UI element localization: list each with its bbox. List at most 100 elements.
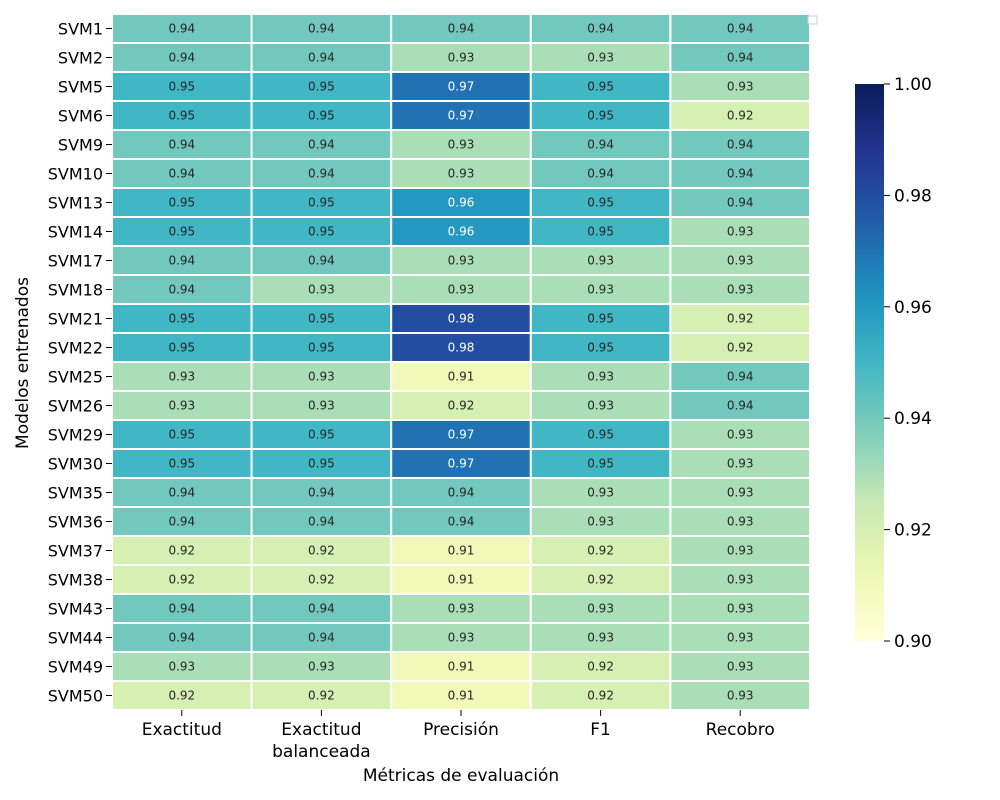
cell-value-label: 0.95 <box>168 80 195 94</box>
cell-value-label: 0.93 <box>727 689 754 703</box>
cell-value-label: 0.95 <box>168 312 195 326</box>
colorbar-tick-label: 0.96 <box>894 298 932 318</box>
cell-value-label: 0.98 <box>448 341 475 355</box>
row-tick-label: SVM9 <box>58 136 103 155</box>
cell-value-label: 0.91 <box>448 689 475 703</box>
cell-value-label: 0.93 <box>727 428 754 442</box>
cell-value-label: 0.94 <box>308 631 335 645</box>
cell-value-label: 0.93 <box>727 602 754 616</box>
heatmap-cell <box>250 477 393 508</box>
cell-value-label: 0.92 <box>168 573 195 587</box>
heatmap-cell <box>390 506 532 537</box>
row-tick-label: SVM49 <box>48 658 103 677</box>
heatmap-cell <box>669 506 812 537</box>
heatmap-cell <box>529 332 672 363</box>
cell-value-label: 0.95 <box>587 225 614 239</box>
cell-value-label: 0.97 <box>448 457 475 471</box>
cell-value-label: 0.93 <box>587 486 614 500</box>
heatmap-cell <box>250 564 393 595</box>
cell-value-label: 0.95 <box>308 312 335 326</box>
cell-value-label: 0.95 <box>587 109 614 123</box>
cell-value-label: 0.93 <box>448 283 475 297</box>
cell-value-label: 0.91 <box>448 544 475 558</box>
cell-value-label: 0.92 <box>308 689 335 703</box>
cell-value-label: 0.94 <box>587 22 614 36</box>
colorbar-tick-label: 0.94 <box>894 409 932 429</box>
cell-value-label: 0.94 <box>448 22 475 36</box>
cell-value-label: 0.97 <box>448 109 475 123</box>
cell-value-label: 0.95 <box>168 341 195 355</box>
cell-value-label: 0.91 <box>448 660 475 674</box>
heatmap-cell <box>529 448 672 479</box>
cell-value-label: 0.94 <box>168 22 195 36</box>
cell-value-label: 0.95 <box>308 196 335 210</box>
cell-value-label: 0.93 <box>587 370 614 384</box>
cell-value-label: 0.93 <box>308 370 335 384</box>
cell-value-label: 0.94 <box>168 515 195 529</box>
cell-value-label: 0.95 <box>308 225 335 239</box>
cell-value-label: 0.94 <box>587 138 614 152</box>
cell-value-label: 0.94 <box>168 283 195 297</box>
cell-value-label: 0.94 <box>308 254 335 268</box>
cell-value-label: 0.92 <box>308 544 335 558</box>
row-tick-label: SVM14 <box>48 223 103 242</box>
cell-value-label: 0.95 <box>587 80 614 94</box>
cell-value-label: 0.95 <box>587 312 614 326</box>
heatmap-cell <box>111 187 253 218</box>
cell-value-label: 0.93 <box>448 51 475 65</box>
row-tick-label: SVM29 <box>48 426 103 445</box>
heatmap-cell <box>669 42 812 73</box>
heatmap-cell <box>250 100 393 131</box>
cell-value-label: 0.93 <box>727 486 754 500</box>
heatmap-cell <box>669 477 812 508</box>
cell-value-label: 0.92 <box>448 399 475 413</box>
cell-value-label: 0.93 <box>308 660 335 674</box>
cell-value-label: 0.94 <box>727 138 754 152</box>
heatmap-cell <box>529 361 672 392</box>
cell-value-label: 0.94 <box>168 51 195 65</box>
heatmap-cell <box>111 390 253 421</box>
cell-value-label: 0.93 <box>587 283 614 297</box>
column-tick-label: Precisión <box>423 720 499 740</box>
heatmap-cell <box>669 303 812 334</box>
cell-value-label: 0.93 <box>168 399 195 413</box>
heatmap-cell <box>669 100 812 131</box>
column-tick-label: Recobro <box>706 720 775 740</box>
cell-value-label: 0.95 <box>168 196 195 210</box>
cell-value-label: 0.93 <box>727 283 754 297</box>
row-tick-label: SVM26 <box>48 397 103 416</box>
row-tick-label: SVM50 <box>48 687 103 706</box>
cell-value-label: 0.93 <box>308 283 335 297</box>
cell-value-label: 0.92 <box>727 341 754 355</box>
heatmap-cell <box>529 303 672 334</box>
row-tick-label: SVM18 <box>48 281 103 300</box>
heatmap-cell <box>529 100 672 131</box>
cell-value-label: 0.94 <box>308 167 335 181</box>
cell-value-label: 0.94 <box>448 486 475 500</box>
heatmap-cell <box>111 274 253 305</box>
cell-value-label: 0.93 <box>727 544 754 558</box>
cell-value-label: 0.97 <box>448 428 475 442</box>
cell-value-label: 0.94 <box>727 370 754 384</box>
heatmap-cell <box>111 303 253 334</box>
cell-value-label: 0.91 <box>448 573 475 587</box>
row-tick-label: SVM44 <box>48 629 103 648</box>
heatmap-cell <box>250 506 393 537</box>
cell-value-label: 0.93 <box>727 573 754 587</box>
cell-value-label: 0.94 <box>308 602 335 616</box>
heatmap-cell <box>669 680 812 711</box>
cell-value-label: 0.93 <box>448 167 475 181</box>
cell-value-label: 0.92 <box>727 312 754 326</box>
cell-value-label: 0.93 <box>587 399 614 413</box>
cell-value-label: 0.93 <box>727 254 754 268</box>
row-tick-label: SVM5 <box>58 78 103 97</box>
row-tick-label: SVM25 <box>48 368 103 387</box>
column-tick-label: Exactitud <box>142 720 222 740</box>
cell-value-label: 0.93 <box>587 602 614 616</box>
cell-value-label: 0.94 <box>168 486 195 500</box>
x-axis-title: Métricas de evaluación <box>363 766 559 786</box>
row-tick-label: SVM37 <box>48 542 103 561</box>
colorbar-tick-label: 1.00 <box>894 75 932 95</box>
colorbar-tick-label: 0.98 <box>894 186 932 206</box>
